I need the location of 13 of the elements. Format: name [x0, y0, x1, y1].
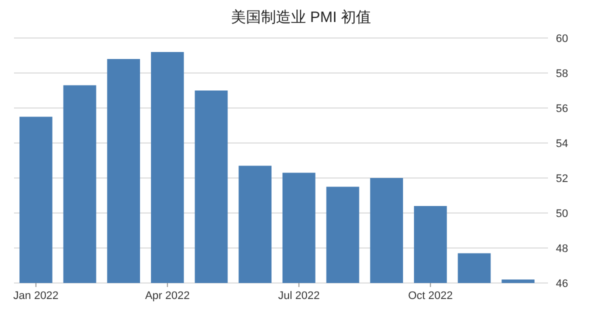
y-tick-label: 46 — [556, 278, 568, 290]
x-tick-label: Jul 2022 — [278, 290, 320, 302]
y-tick-label: 50 — [556, 208, 568, 220]
x-tick-label: Jan 2022 — [13, 290, 59, 302]
x-tick-label: Apr 2022 — [145, 290, 190, 302]
y-tick-label: 52 — [556, 173, 568, 185]
y-tick-label: 48 — [556, 243, 568, 255]
y-tick-label: 58 — [556, 68, 568, 80]
y-tick-label: 54 — [556, 138, 568, 150]
x-tick-label: Oct 2022 — [408, 290, 453, 302]
chart-title: 美国制造业 PMI 初值 — [230, 9, 372, 26]
y-tick-label: 56 — [556, 103, 568, 115]
y-tick-label: 60 — [556, 33, 568, 45]
